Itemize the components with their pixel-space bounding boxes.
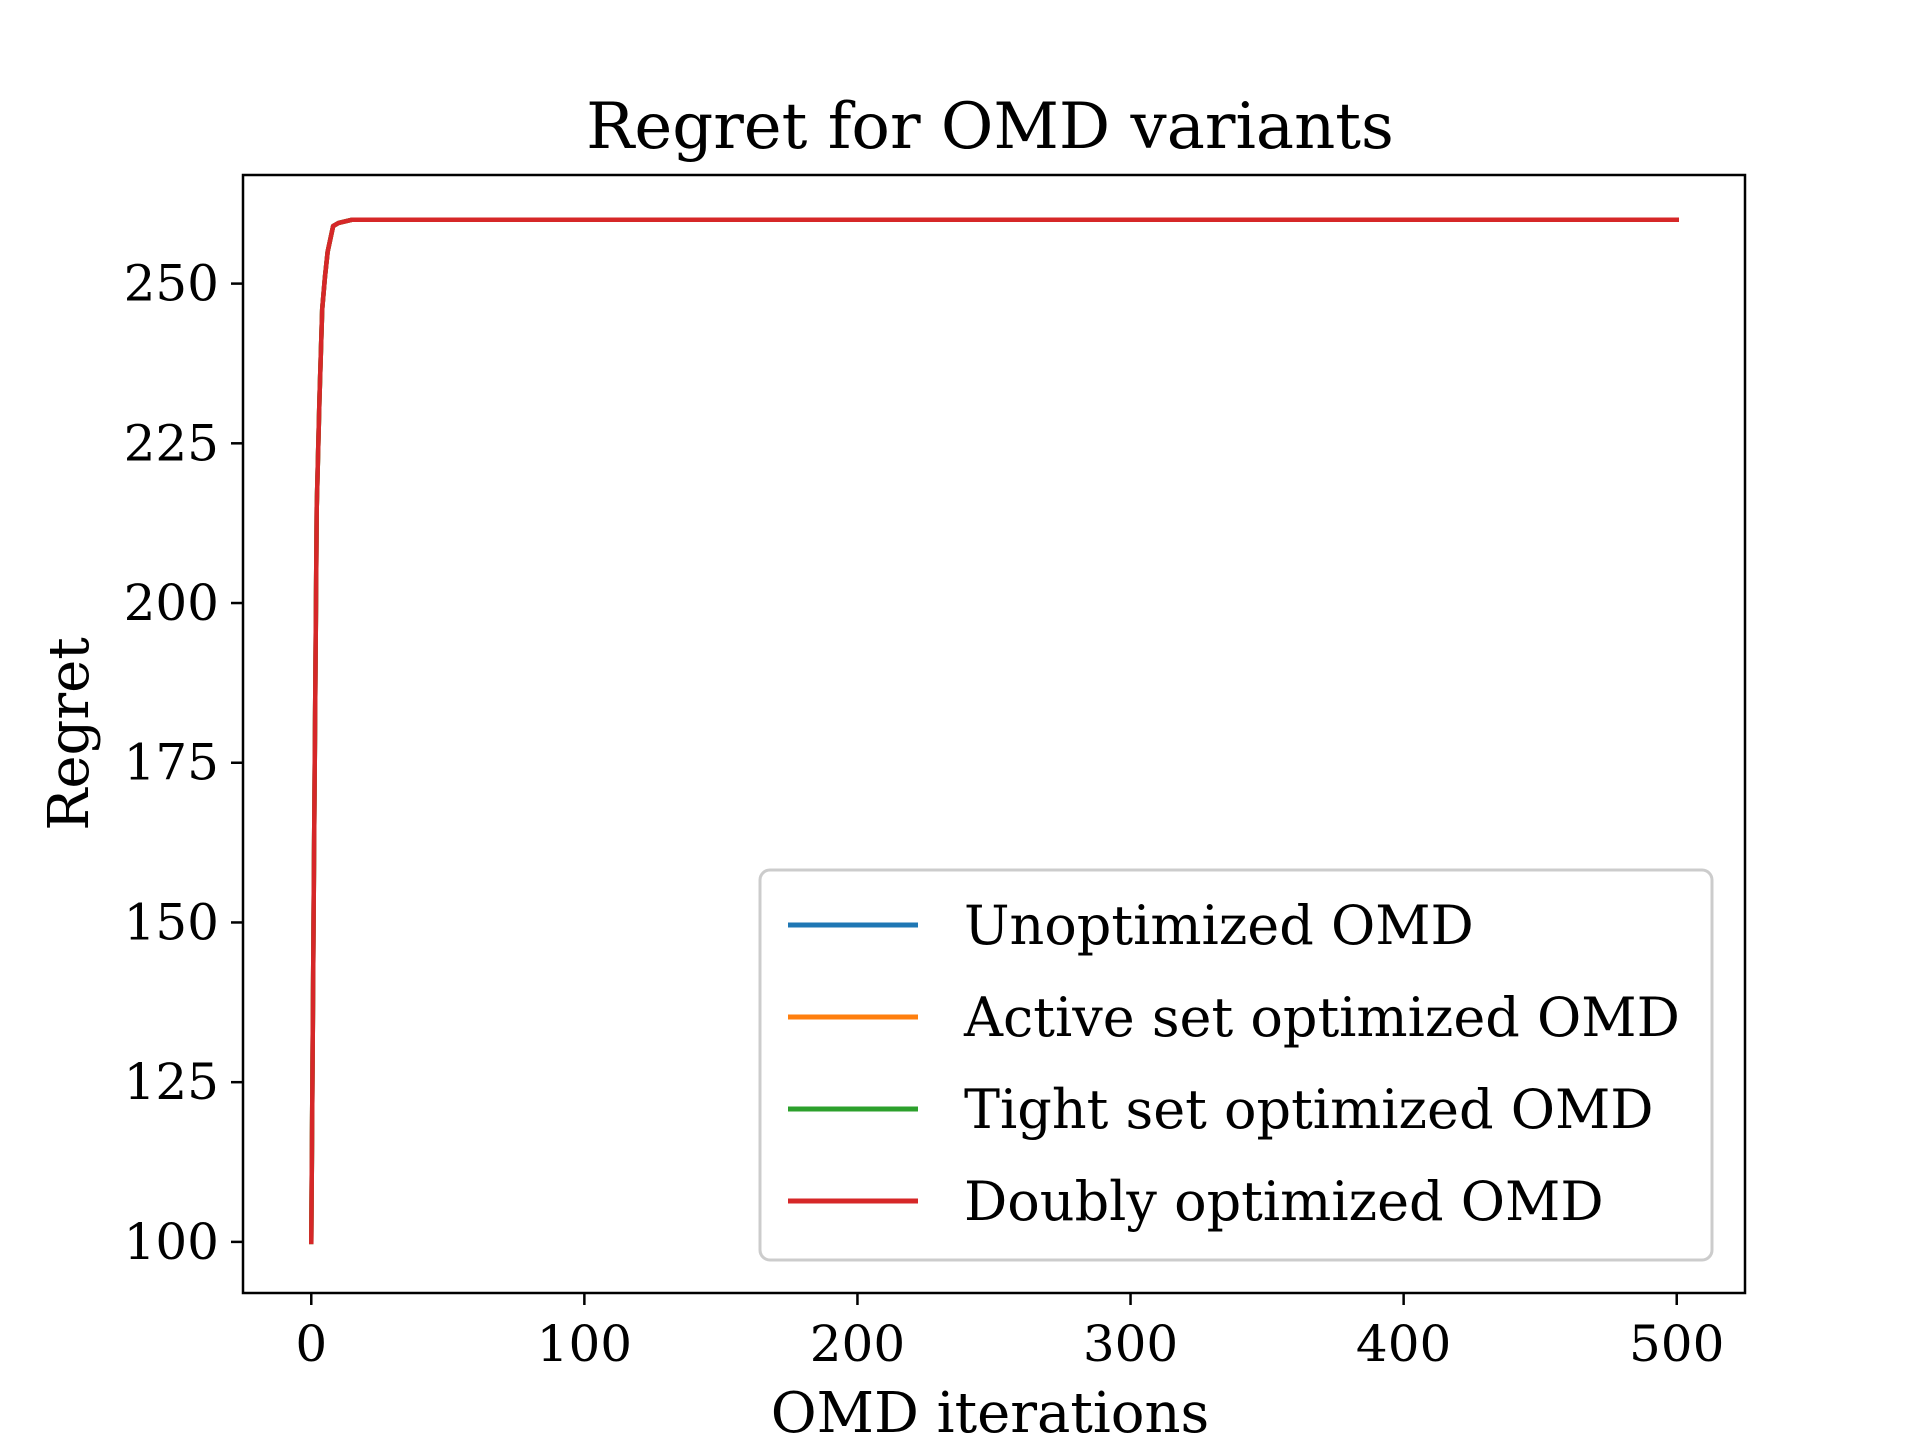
y-tick-label: 175	[124, 734, 219, 792]
y-tick-label: 125	[124, 1053, 219, 1111]
plot-area-frame	[241, 173, 1747, 1295]
legend-label-1: Unoptimized OMD	[964, 894, 1474, 957]
y-tick-label: 100	[124, 1213, 219, 1271]
x-tick-label: 500	[1629, 1315, 1724, 1373]
legend-label-3: Tight set optimized OMD	[964, 1078, 1654, 1141]
legend: Unoptimized OMD Active set optimized OMD T…	[758, 868, 1714, 1262]
y-tick-label: 150	[124, 893, 219, 951]
series-line-4	[309, 217, 1679, 1245]
plot-series-group	[309, 217, 1679, 1245]
legend-label-4: Doubly optimized OMD	[964, 1170, 1604, 1233]
y-tick-label: 225	[124, 414, 219, 472]
x-tick-label: 0	[295, 1315, 327, 1373]
y-tick-label: 250	[124, 255, 219, 313]
legend-box	[758, 868, 1714, 1262]
legend-entries: Unoptimized OMD Active set optimized OMD T…	[788, 894, 1680, 1233]
y-axis-label: Regret	[37, 637, 102, 831]
x-tick-label: 300	[1083, 1315, 1178, 1373]
x-axis-label: OMD iterations	[771, 1381, 1210, 1440]
y-axis-ticks: 100 125 150 175 200 225 250	[124, 255, 243, 1271]
x-tick-label: 200	[810, 1315, 905, 1373]
x-tick-label: 100	[537, 1315, 632, 1373]
legend-label-2: Active set optimized OMD	[963, 986, 1680, 1049]
x-axis-ticks: 0 100 200 300 400 500	[295, 1293, 1724, 1373]
y-tick-label: 200	[124, 574, 219, 632]
x-tick-label: 400	[1356, 1315, 1451, 1373]
chart-title: Regret for OMD variants	[586, 90, 1394, 164]
